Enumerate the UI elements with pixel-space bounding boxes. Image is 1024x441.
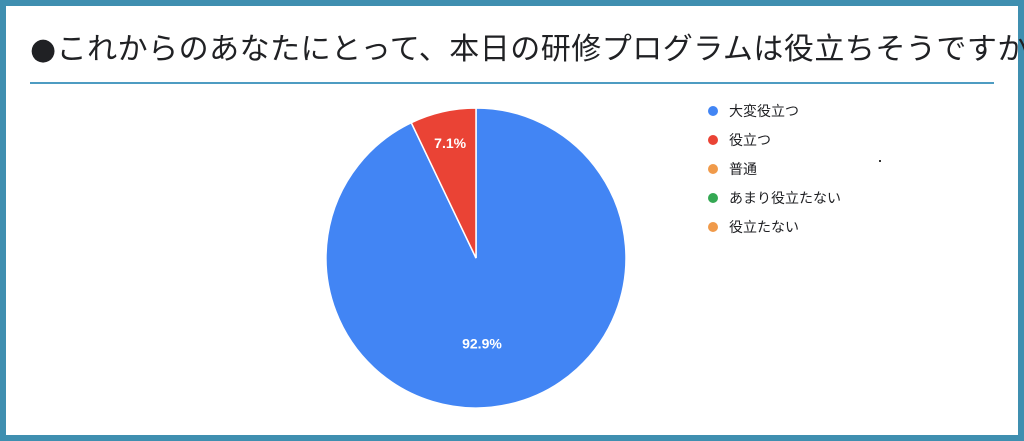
legend-item-4: あまり役立たない xyxy=(708,183,841,212)
legend-label: 役立たない xyxy=(729,219,799,236)
legend-label: 役立つ xyxy=(729,132,771,149)
chart-title: ●これからのあなたにとって、本日の研修プログラムは役立ちそうですか xyxy=(30,32,1024,67)
pie-slice-2 xyxy=(410,107,477,259)
stray-mark xyxy=(879,160,881,162)
pie-data-label-1: 92.9% xyxy=(462,335,502,351)
legend-item-1: 大変役立つ xyxy=(708,96,841,125)
title-divider xyxy=(30,82,994,84)
legend-item-3: 普通 xyxy=(708,154,841,183)
legend-item-2: 役立つ xyxy=(708,125,841,154)
legend-swatch xyxy=(708,221,718,232)
legend-label: 普通 xyxy=(729,161,757,178)
pie-chart: 92.9% 7.1% xyxy=(316,98,636,418)
legend-swatch xyxy=(708,134,718,145)
legend-swatch xyxy=(708,105,718,116)
pie-data-label-2: 7.1% xyxy=(434,135,466,151)
legend-swatch xyxy=(708,192,718,203)
pie-svg: 92.9% 7.1% xyxy=(325,107,627,409)
legend-item-5: 役立たない xyxy=(708,212,841,241)
legend-label: あまり役立たない xyxy=(729,190,841,207)
legend-swatch xyxy=(708,163,718,174)
chart-legend: 大変役立つ役立つ普通あまり役立たない 役立たない xyxy=(708,96,841,241)
legend-label: 大変役立つ xyxy=(729,103,799,120)
